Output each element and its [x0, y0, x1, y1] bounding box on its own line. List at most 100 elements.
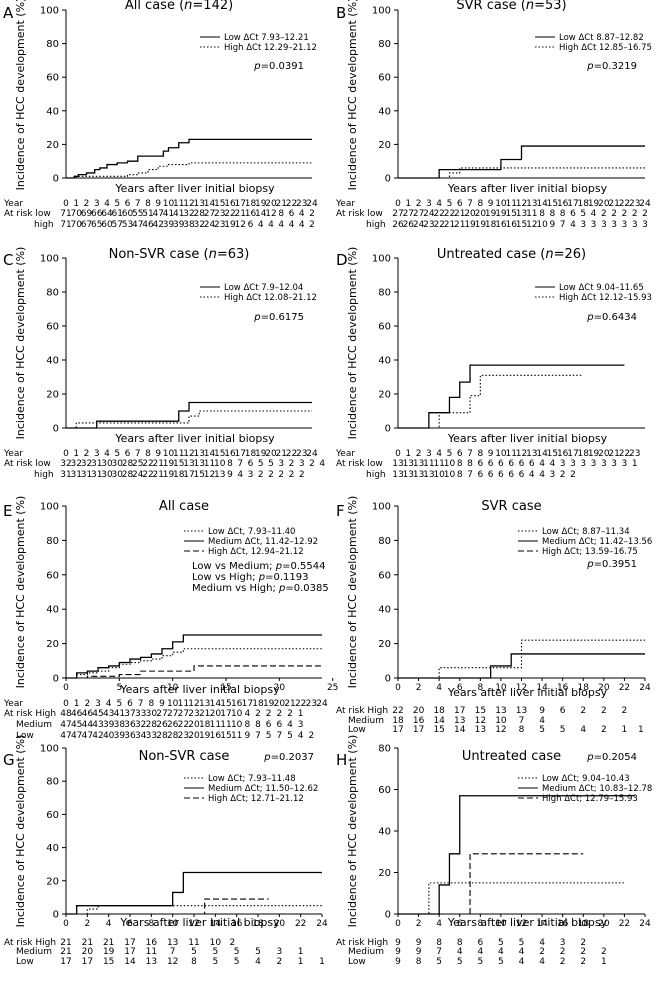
risk-table-year-number: 20 [274, 699, 286, 709]
panel-letter: A [3, 4, 14, 22]
y-tick-label: 60 [46, 73, 59, 84]
risk-table-year-number: 19 [263, 699, 275, 709]
risk-table-value: 15 [194, 470, 205, 480]
x-tick-label: 2 [84, 919, 90, 929]
risk-table-value: 31 [60, 470, 71, 480]
y-tick-label: 40 [46, 843, 59, 854]
risk-table-value: 8 [244, 720, 250, 730]
risk-table-value: 10 [231, 720, 243, 730]
risk-table-value: 5 [268, 459, 274, 469]
series-line [398, 145, 645, 179]
p-value-text: p=0.3951 [586, 559, 637, 570]
risk-table-value: 11 [188, 938, 199, 948]
risk-table-year-number: 23 [296, 449, 307, 459]
risk-table-value: 13 [454, 716, 465, 726]
risk-table-value: 13 [516, 209, 527, 219]
risk-table-value: 14 [454, 725, 466, 735]
x-tick-label: 4 [436, 919, 442, 929]
legend-label: Low ΔCt 7.9–12.04 [224, 283, 303, 293]
risk-table-value: 38 [183, 220, 195, 230]
risk-table-year-number: 1 [73, 199, 79, 209]
risk-table-value: 43 [103, 709, 114, 719]
risk-table-value: 30 [101, 459, 113, 469]
risk-table-value: 8 [457, 470, 463, 480]
risk-table-year-number: 6 [457, 449, 463, 459]
risk-table-value: 6 [508, 470, 514, 480]
risk-table-value: 21 [60, 938, 71, 948]
legend-label: Low ΔCt 8.87–12.82 [559, 33, 644, 43]
x-tick-label: 18 [578, 919, 590, 929]
risk-table-value: 4 [539, 470, 545, 480]
risk-table-value: 25 [132, 459, 143, 469]
risk-table-value: 8 [560, 209, 566, 219]
risk-table-value: 17 [392, 725, 403, 735]
risk-table-value: 21 [103, 938, 114, 948]
y-tick-label: 20 [46, 140, 59, 151]
y-tick-label: 80 [46, 536, 59, 547]
risk-table-year-number: 7 [135, 199, 141, 209]
x-tick-label: 2 [416, 919, 422, 929]
risk-table-value: 1 [298, 947, 304, 957]
risk-table-value: 10 [495, 716, 507, 726]
risk-table-value: 64 [101, 209, 113, 219]
y-tick-label: 60 [378, 785, 391, 796]
risk-table-value: 6 [488, 470, 494, 480]
risk-table-year-number: 19 [255, 449, 267, 459]
risk-table-value: 32 [194, 220, 205, 230]
risk-table-value: 8 [550, 209, 556, 219]
risk-table-value: 4 [289, 220, 295, 230]
y-axis-label: Incidence of HCC development (%) [346, 496, 359, 689]
risk-table-value: 11 [204, 459, 215, 469]
y-axis-label: Incidence of HCC development (%) [346, 0, 359, 190]
risk-table-value: 18 [433, 706, 445, 716]
risk-table-year-number: 19 [255, 199, 267, 209]
risk-table-year-number: 2 [416, 199, 422, 209]
p-value-text: p=0.0391 [253, 61, 304, 72]
risk-table-value: 12 [495, 725, 506, 735]
risk-table-year-number: 5 [114, 199, 120, 209]
risk-table-row-label: Medium [348, 716, 384, 726]
risk-table-value: 13 [413, 470, 424, 480]
x-tick-label: 22 [619, 919, 630, 929]
risk-table-value: 16 [146, 938, 158, 948]
risk-table-value: 13 [392, 459, 403, 469]
risk-table-value: 32 [81, 459, 92, 469]
x-tick-label: 0 [63, 919, 69, 929]
y-tick-label: 20 [378, 140, 391, 151]
risk-table-value: 47 [60, 720, 71, 730]
risk-table-value: 22 [392, 706, 403, 716]
risk-table-value: 2 [601, 209, 607, 219]
risk-table-value: 15 [173, 459, 184, 469]
risk-table-value: 16 [505, 220, 517, 230]
risk-table-value: 11 [210, 720, 221, 730]
risk-table-value: 6 [248, 220, 254, 230]
risk-table-year-number: 3 [426, 449, 432, 459]
y-tick-label: 60 [378, 73, 391, 84]
risk-table-value: 17 [220, 709, 231, 719]
y-tick-label: 0 [53, 424, 59, 435]
risk-table-value: 8 [457, 459, 463, 469]
y-axis-label: Incidence of HCC development (%) [14, 247, 27, 440]
risk-table-value: 4 [539, 459, 545, 469]
risk-table-year-number: 1 [405, 199, 411, 209]
risk-table-year-number: 11 [173, 449, 184, 459]
series-line [66, 410, 312, 429]
risk-table-value: 6 [477, 459, 483, 469]
risk-table-year-number: 24 [306, 199, 318, 209]
risk-table-value: 10 [210, 938, 222, 948]
risk-table-year-number: 21 [276, 199, 287, 209]
risk-table-value: 2 [299, 470, 305, 480]
risk-table-value: 2 [255, 709, 261, 719]
risk-table-value: 21 [199, 709, 210, 719]
risk-table-value: 4 [258, 220, 264, 230]
x-tick-label: 6 [127, 919, 133, 929]
risk-table-value: 5 [234, 947, 240, 957]
risk-table-year-number: 12 [516, 449, 527, 459]
y-tick-label: 100 [372, 502, 391, 513]
risk-table-year-number: 5 [447, 449, 453, 459]
risk-table-value: 3 [580, 459, 586, 469]
risk-table-value: 6 [477, 470, 483, 480]
y-tick-label: 100 [40, 6, 59, 17]
risk-table-row-label: At risk High [4, 709, 56, 719]
risk-table-year-number: 3 [95, 699, 101, 709]
